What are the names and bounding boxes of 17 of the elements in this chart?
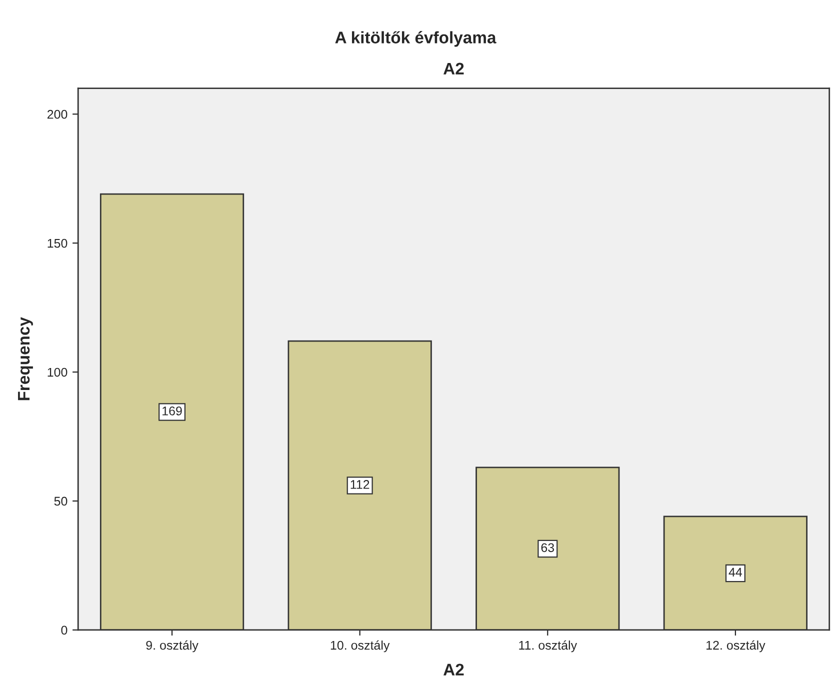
x-axis-title: A2	[443, 664, 464, 676]
y-tick-label: 200	[47, 110, 68, 119]
x-tick-label: 12. osztály	[706, 640, 766, 652]
x-tick-label: 9. osztály	[146, 640, 198, 652]
data-label: 112	[350, 480, 370, 489]
y-axis-title: Frequency	[18, 317, 33, 400]
x-tick-label: 11. osztály	[519, 640, 578, 652]
y-tick-label: 100	[48, 368, 68, 377]
data-label: 169	[162, 406, 182, 416]
y-tick-label: 150	[48, 238, 68, 248]
data-label: 63	[541, 543, 554, 552]
chart-title: A kitöltők évfolyama	[335, 31, 496, 47]
chart-subtitle: A2	[443, 62, 464, 74]
data-label: 44	[728, 568, 742, 576]
x-tick-label: 10. osztály	[330, 640, 390, 652]
y-tick-label: 50	[54, 496, 68, 506]
y-tick-label: 0	[61, 626, 68, 635]
